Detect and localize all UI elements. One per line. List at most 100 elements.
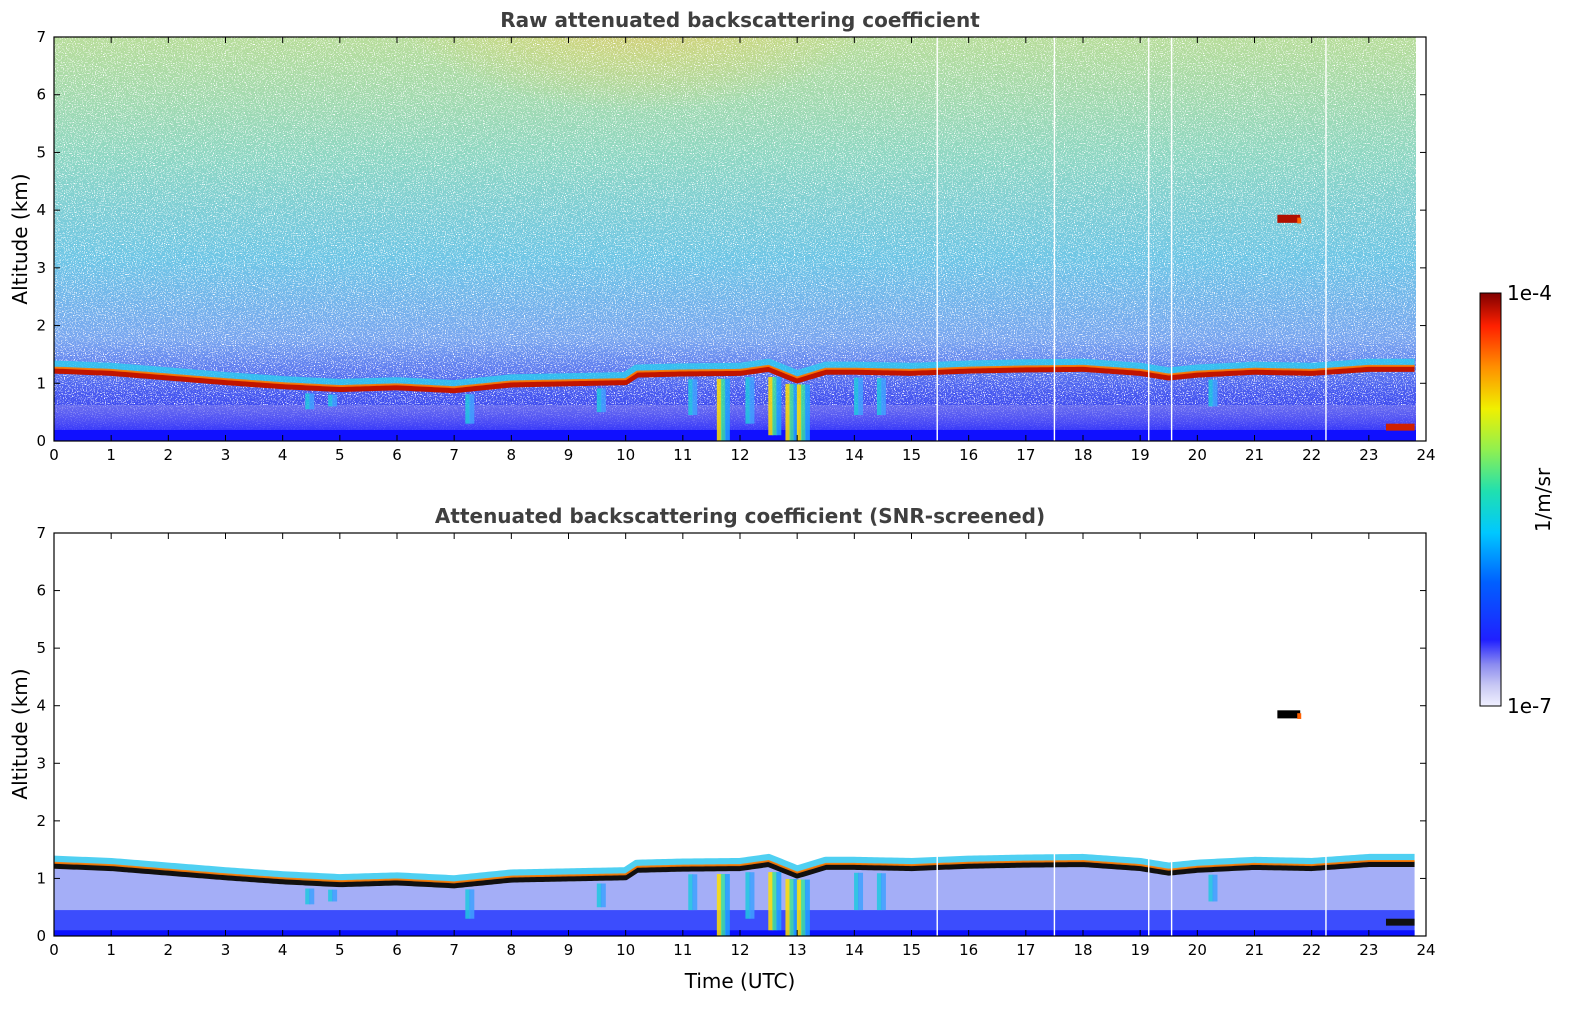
raw-heatmap-field	[54, 37, 1426, 441]
fall-streak	[1208, 874, 1214, 902]
x-tick-label: 16	[959, 941, 978, 959]
cloud-layer-core	[54, 861, 1415, 889]
fall-streak	[1208, 379, 1214, 407]
fall-streak	[880, 873, 886, 911]
x-tick-label: 11	[673, 941, 692, 959]
screened-panel-title: Attenuated backscattering coefficient (S…	[435, 504, 1045, 528]
fall-streak	[716, 873, 722, 936]
fall-streak	[749, 377, 755, 424]
fall-streak	[688, 874, 694, 911]
fall-streak	[800, 879, 806, 936]
x-tick-label: 11	[673, 446, 692, 464]
x-tick-label: 21	[1245, 941, 1264, 959]
x-tick-label: 20	[1188, 446, 1207, 464]
y-tick-label: 1	[36, 374, 46, 392]
fall-streak	[305, 393, 311, 410]
x-tick-label: 23	[1359, 446, 1378, 464]
x-tick-label: 22	[1302, 941, 1321, 959]
fall-streak	[724, 873, 730, 936]
fall-streak	[876, 378, 882, 416]
x-tick-label: 2	[164, 941, 174, 959]
x-tick-label: 5	[335, 446, 345, 464]
screened-heatmap-field	[54, 533, 1426, 936]
fall-streak	[688, 379, 694, 416]
x-tick-label: 7	[449, 446, 459, 464]
fall-streak	[692, 874, 698, 911]
surface-layer	[54, 930, 1415, 936]
screened-backscatter-panel: 0 1 2 3 4 5 6 7 8 9 10 11 12 13 14 15 16 17 18 19 20 21 22 23 24…	[8, 504, 1436, 993]
fall-streak	[596, 883, 602, 908]
x-tick-label: 1	[106, 446, 116, 464]
fall-streak	[796, 384, 802, 441]
y-tick-label: 0	[36, 432, 46, 450]
fall-streak	[1212, 379, 1218, 407]
fall-streak	[328, 394, 334, 407]
x-tick-label: 19	[1131, 446, 1150, 464]
x-tick-label: 9	[564, 446, 574, 464]
elevated-cloud	[1277, 214, 1301, 223]
x-tick-label: 21	[1245, 446, 1264, 464]
elevated-cloud-edge	[1297, 713, 1302, 719]
fall-streak	[309, 393, 315, 410]
x-tick-label: 12	[730, 941, 749, 959]
y-tick-label: 2	[36, 812, 46, 830]
fall-streak	[469, 889, 475, 919]
x-tick-label: 18	[1073, 941, 1092, 959]
fall-streak	[768, 376, 774, 436]
colorbar-min-label: 1e-7	[1507, 694, 1552, 718]
screened-panel-ylabel: Altitude (km)	[8, 668, 32, 799]
x-tick-label: 19	[1131, 941, 1150, 959]
cloud-layer-edge	[54, 860, 1415, 884]
fall-streak	[880, 378, 886, 416]
screened-panel-xlabel: Time (UTC)	[684, 969, 796, 993]
y-tick-label: 0	[36, 927, 46, 945]
x-tick-label: 13	[788, 941, 807, 959]
x-tick-label: 13	[788, 446, 807, 464]
fall-streak	[876, 873, 882, 911]
x-tick-label: 2	[164, 446, 174, 464]
y-tick-label: 2	[36, 317, 46, 335]
fall-streak	[858, 377, 864, 416]
x-tick-label: 10	[616, 941, 635, 959]
cloud-layer-halo	[54, 358, 1418, 392]
elevated-cloud	[1277, 710, 1301, 719]
x-tick-label: 8	[507, 446, 517, 464]
y-tick-label: 7	[36, 28, 46, 46]
raw-backscatter-panel: 0 1 2 3 4 5 6 7 8 9 10 11 12 13 14 15 16 17 18 19 20 21 22 23 24…	[8, 8, 1436, 464]
x-tick-label: 17	[1016, 446, 1035, 464]
fall-streak	[332, 394, 338, 407]
fall-streak	[745, 872, 751, 919]
fall-streak	[692, 379, 698, 416]
y-tick-label: 6	[36, 86, 46, 104]
y-tick-label: 5	[36, 639, 46, 657]
cloud-layer-core	[54, 365, 1415, 394]
y-tick-label: 1	[36, 869, 46, 887]
fall-streak	[309, 888, 315, 905]
fall-streak	[854, 872, 860, 911]
fall-streak	[720, 873, 726, 936]
fall-streak	[724, 378, 730, 441]
fall-streak	[800, 384, 806, 441]
fall-streak	[465, 394, 471, 424]
x-tick-label: 10	[616, 446, 635, 464]
y-tick-label: 6	[36, 582, 46, 600]
fall-streak	[305, 888, 311, 905]
y-tick-label: 4	[36, 201, 46, 219]
colorbar-gradient	[1479, 292, 1502, 707]
x-tick-label: 23	[1359, 941, 1378, 959]
fall-streak	[600, 883, 606, 908]
fall-streak	[789, 383, 795, 441]
colorbar: 1e-4 1e-7 1/m/sr	[1479, 281, 1555, 718]
x-tick-label: 16	[959, 446, 978, 464]
fall-streak	[785, 383, 791, 441]
y-tick-label: 3	[36, 754, 46, 772]
x-tick-label: 0	[49, 941, 59, 959]
fall-streak	[796, 879, 802, 936]
fall-streak	[772, 376, 778, 436]
fall-streak	[745, 377, 751, 424]
fall-streak	[858, 872, 864, 911]
fall-streak	[720, 378, 726, 441]
x-tick-label: 17	[1016, 941, 1035, 959]
x-tick-label: 14	[845, 941, 864, 959]
x-tick-label: 24	[1416, 941, 1435, 959]
